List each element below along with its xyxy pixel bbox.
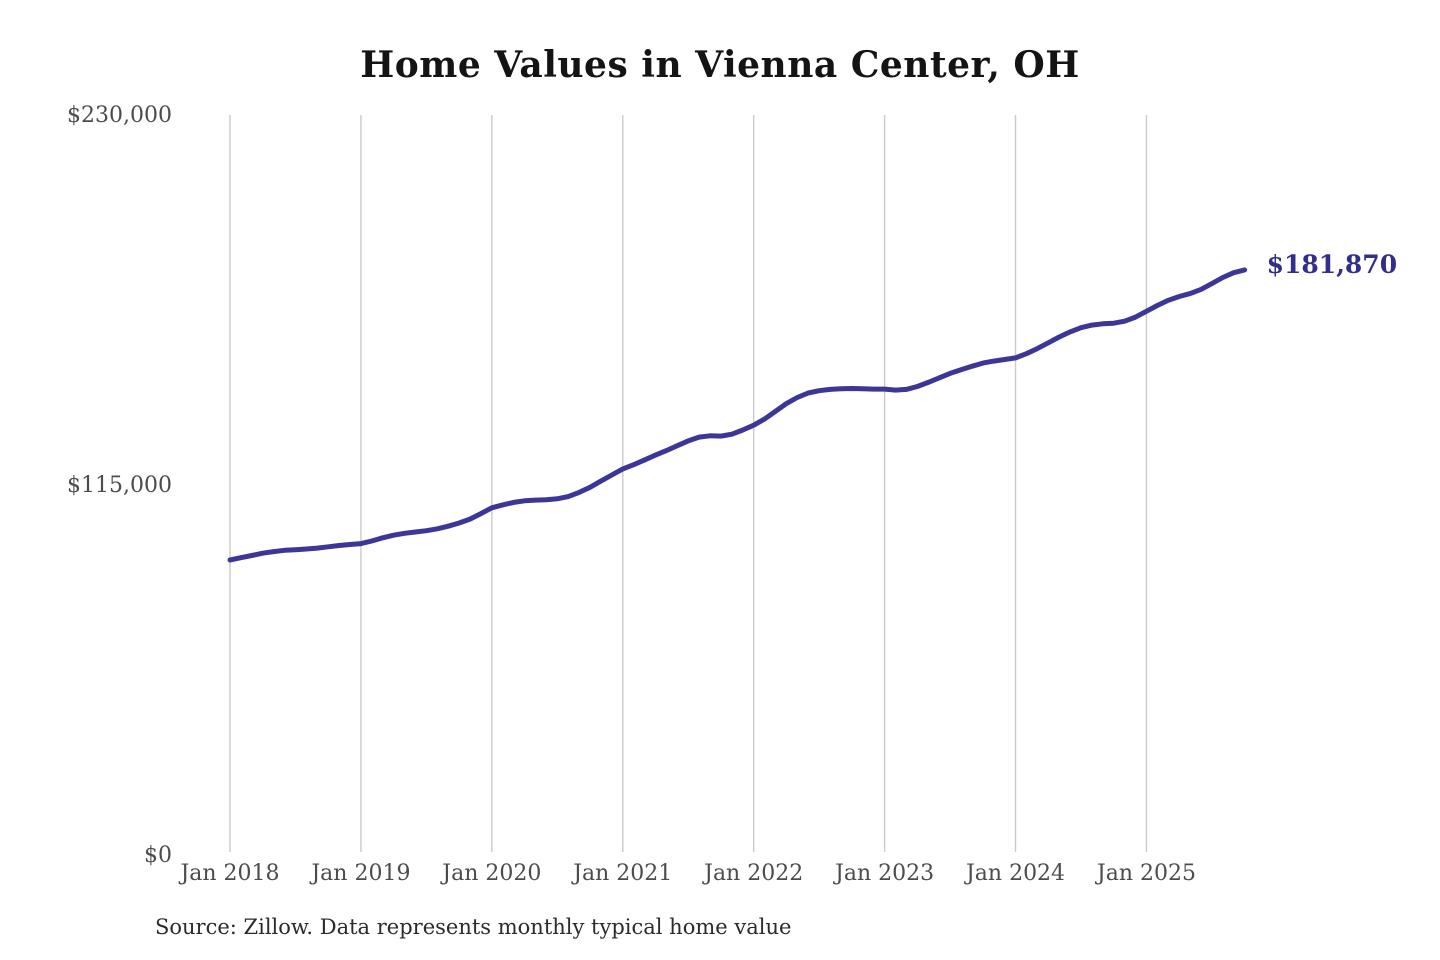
home-value-line [227,267,1248,563]
x-axis-tick-label: Jan 2024 [964,861,1065,886]
x-axis-tick-label: Jan 2025 [1095,861,1196,886]
y-axis-tick-label: $0 [144,843,172,868]
y-axis-tick-label: $115,000 [67,473,172,498]
x-axis-tick-label: Jan 2020 [440,861,541,886]
x-axis-tick-label: Jan 2021 [571,861,672,886]
latest-value-label: $181,870 [1267,250,1397,279]
x-axis-tick-label: Jan 2018 [178,861,279,886]
x-axis-tick-label: Jan 2023 [833,861,934,886]
source-note: Source: Zillow. Data represents monthly … [155,915,792,939]
y-axis-tick-label: $230,000 [67,103,172,128]
chart-title: Home Values in Vienna Center, OH [360,44,1080,86]
x-axis-tick-label: Jan 2019 [309,861,410,886]
x-axis-tick-label: Jan 2022 [702,861,803,886]
